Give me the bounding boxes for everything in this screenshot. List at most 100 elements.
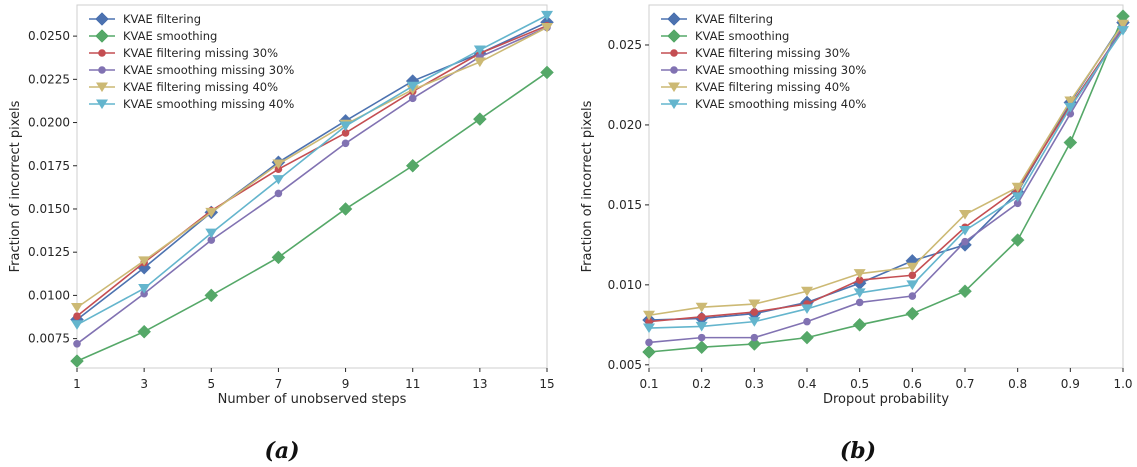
data-point — [750, 333, 759, 342]
data-point — [339, 121, 352, 132]
y-tick-label: 0.015 — [608, 198, 642, 212]
chart-panel-a: 1 3 5 7 9 11 13 150.00750.01000.01250.01500.017… — [8, 4, 555, 464]
data-point — [645, 338, 653, 347]
series-kvae-smoothing — [642, 9, 1130, 359]
series-line — [76, 14, 548, 326]
x-axis-label: Dropout probability — [823, 392, 949, 407]
data-point — [1013, 199, 1022, 208]
series-line — [648, 15, 1124, 353]
data-point — [695, 302, 708, 313]
legend-entry: KVAE smoothing — [695, 29, 789, 43]
panel-caption: (b) — [840, 438, 876, 464]
x-tick-label: 3 — [140, 377, 148, 391]
data-point — [958, 284, 972, 299]
y-tick-label: 0.0150 — [28, 202, 70, 216]
data-point — [540, 65, 554, 80]
x-tick-label: 1.0 — [1113, 377, 1132, 391]
series-line — [76, 71, 548, 362]
data-point — [800, 330, 814, 345]
series-kvae-filtering-missing-40- — [643, 19, 1129, 321]
series-line — [648, 25, 1124, 344]
data-point — [140, 289, 148, 298]
data-point — [138, 283, 151, 294]
y-tick-label: 0.0100 — [28, 288, 70, 302]
x-tick-label: 11 — [405, 377, 420, 391]
legend-entry: KVAE filtering missing 30% — [123, 46, 278, 60]
legend-entry: KVAE smoothing missing 30% — [123, 63, 294, 77]
x-tick-label: 15 — [539, 377, 554, 391]
data-point — [906, 280, 919, 290]
y-tick-label: 0.005 — [608, 358, 642, 372]
data-point — [71, 320, 83, 330]
data-point — [853, 269, 866, 279]
y-axis-label: Fraction of incorrect pixels — [8, 100, 23, 272]
data-point — [338, 202, 353, 216]
data-point — [1011, 182, 1024, 193]
data-point — [405, 158, 420, 173]
legend-entry: KVAE filtering missing 40% — [123, 80, 278, 94]
legend-entry: KVAE smoothing missing 40% — [123, 97, 294, 111]
data-point — [1010, 233, 1025, 247]
x-tick-label: 0.2 — [692, 377, 711, 391]
legend-marker — [667, 29, 681, 43]
y-axis: 0.005 0.010 0.015 0.020 0.025 — [608, 38, 649, 372]
data-point — [408, 94, 417, 103]
legend-marker — [98, 66, 106, 74]
x-tick-label: 0.1 — [639, 377, 658, 391]
data-point — [541, 22, 553, 33]
series-kvae-smoothing — [70, 65, 554, 368]
series-line — [648, 30, 1124, 329]
data-point — [1011, 192, 1024, 202]
data-point — [908, 271, 917, 280]
plot-frame — [648, 4, 1124, 369]
x-tick-label: 0.9 — [1061, 377, 1080, 391]
data-point — [341, 129, 350, 137]
legend-marker — [668, 99, 680, 110]
data-point — [138, 256, 151, 266]
data-point — [1117, 26, 1129, 36]
y-tick-label: 0.010 — [608, 278, 642, 292]
data-point — [748, 299, 761, 310]
data-point — [205, 207, 218, 218]
x-tick-label: 9 — [342, 377, 350, 391]
data-point — [341, 139, 350, 148]
x-tick-label: 5 — [207, 377, 215, 391]
data-point — [541, 10, 553, 21]
series-kvae-smoothing-missing-40- — [643, 26, 1129, 334]
chart-panel-b: 0.1 0.2 0.3 0.4 0.5 0.6 0.7 0.8 0.9 1.0 0.005 0.010… — [580, 4, 1133, 464]
data-point — [274, 165, 283, 174]
data-point — [697, 333, 706, 342]
data-point — [207, 236, 216, 244]
data-point — [697, 313, 706, 321]
data-point — [959, 209, 971, 220]
x-tick-label: 1 — [73, 377, 81, 391]
y-tick-label: 0.0200 — [28, 116, 70, 130]
y-axis: 0.0075 0.0100 0.0125 0.0150 0.0175 0.0200 0.02… — [28, 29, 77, 346]
data-point — [71, 303, 83, 313]
data-point — [70, 354, 84, 368]
x-tick-label: 0.4 — [797, 377, 816, 391]
legend-entry: KVAE smoothing missing 40% — [695, 97, 866, 111]
legend-marker — [95, 29, 109, 43]
legend-marker — [96, 99, 108, 110]
y-tick-label: 0.0225 — [28, 72, 70, 86]
series-line — [648, 28, 1124, 323]
data-point — [473, 112, 487, 126]
y-tick-label: 0.020 — [608, 118, 642, 132]
data-point — [906, 262, 919, 273]
data-point — [204, 288, 219, 303]
panel-caption: (a) — [264, 438, 299, 464]
x-tick-label: 7 — [275, 377, 283, 391]
legend-marker — [670, 66, 678, 74]
data-point — [1117, 19, 1129, 30]
data-point — [961, 237, 969, 246]
x-axis: 1 3 5 7 9 11 13 15 — [73, 368, 555, 391]
x-tick-label: 0.5 — [850, 377, 869, 391]
legend: KVAE filtering KVAE smoothing KVAE filteri… — [89, 12, 294, 111]
data-point — [272, 159, 285, 170]
series-line — [76, 21, 548, 321]
plot-frame — [76, 4, 548, 369]
data-point — [272, 175, 285, 185]
data-point — [801, 286, 813, 297]
legend-marker — [668, 82, 680, 93]
